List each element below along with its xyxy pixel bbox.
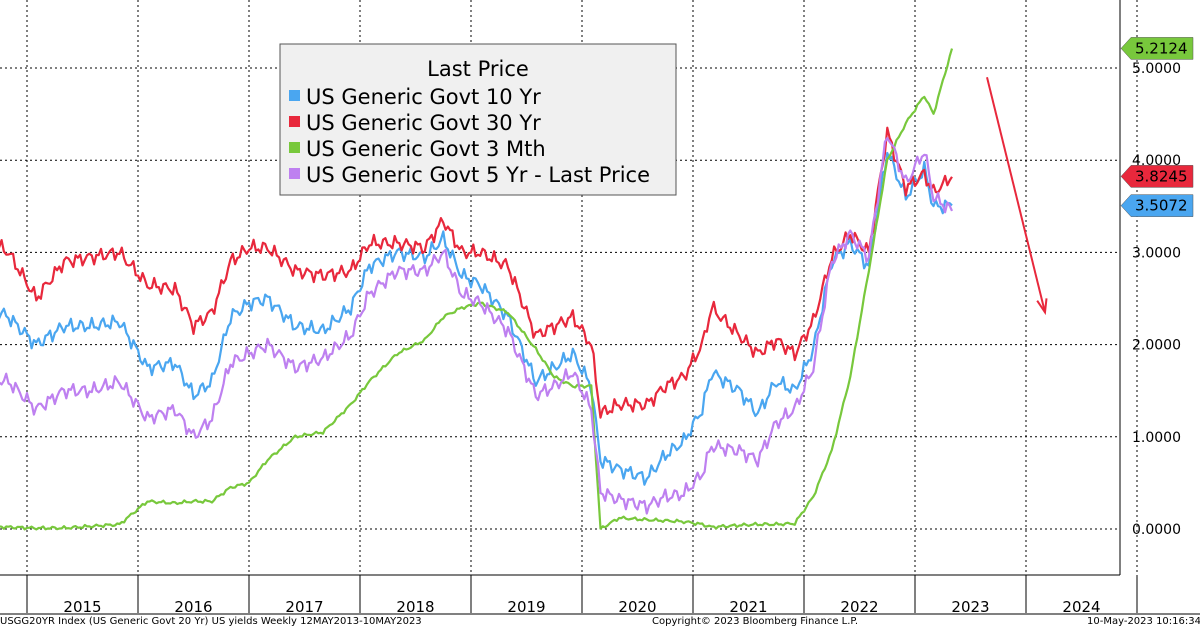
footer-copyright: Copyright© 2023 Bloomberg Finance L.P.	[652, 616, 859, 627]
legend-swatch	[289, 168, 300, 179]
legend-title: Last Price	[427, 57, 529, 81]
legend-item-label: US Generic Govt 5 Yr - Last Price	[306, 163, 650, 187]
last-value-tag: 3.8245	[1120, 165, 1194, 188]
x-tick-label: 2016	[174, 598, 212, 616]
tag-value: 3.5072	[1135, 197, 1188, 215]
series-line-us-generic-govt-5-yr-last-price	[0, 137, 954, 515]
footer-source: USGG20YR Index (US Generic Govt 20 Yr) U…	[0, 616, 422, 627]
tag-value: 5.2124	[1135, 39, 1188, 57]
x-tick-label: 2018	[396, 598, 434, 616]
x-tick-label: 2024	[1062, 598, 1100, 616]
legend-swatch	[289, 90, 300, 101]
series-line-us-generic-govt-10-yr	[0, 151, 953, 486]
x-tick-label: 2019	[507, 598, 545, 616]
y-tick-label: 5.0000	[1132, 61, 1181, 77]
tag-shape	[1120, 165, 1194, 188]
legend-swatch	[289, 116, 300, 127]
x-tick-label: 2015	[63, 598, 101, 616]
legend-item-label: US Generic Govt 3 Mth	[306, 137, 546, 161]
y-tick-label: 1.0000	[1132, 430, 1181, 446]
legend-item-label: US Generic Govt 10 Yr	[306, 85, 541, 109]
x-tick-label: 2021	[729, 598, 767, 616]
last-value-tags: 5.2124 3.8245 3.5072	[1120, 37, 1194, 217]
tag-value: 3.8245	[1135, 167, 1188, 185]
annotation-arrow	[986, 76, 1048, 316]
legend-swatch	[289, 142, 300, 153]
last-value-tag: 3.5072	[1120, 194, 1194, 217]
arrow-shaft	[986, 76, 1046, 313]
y-tick-label: 2.0000	[1132, 338, 1181, 354]
x-tick-label: 2022	[840, 598, 878, 616]
series-layer	[0, 48, 954, 531]
arrow-head	[1036, 298, 1048, 316]
x-tick-label: 2020	[618, 598, 656, 616]
tag-shape	[1120, 37, 1194, 60]
y-tick-label: 3.0000	[1132, 245, 1181, 261]
x-tick-label: 2023	[951, 598, 989, 616]
legend-item-label: US Generic Govt 30 Yr	[306, 111, 541, 135]
legend-box	[279, 43, 677, 196]
axes: 0.00001.00002.00003.00004.00005.00002015…	[0, 0, 1200, 616]
tag-shape	[1120, 194, 1194, 217]
last-value-tag: 5.2124	[1120, 37, 1194, 60]
series-line-us-generic-govt-30-yr	[0, 126, 953, 419]
y-tick-label: 0.0000	[1132, 522, 1181, 538]
series-line-us-generic-govt-3-mth	[0, 48, 954, 531]
footer-timestamp: 10-May-2023 10:16:34	[1087, 616, 1200, 627]
x-tick-label: 2017	[285, 598, 323, 616]
